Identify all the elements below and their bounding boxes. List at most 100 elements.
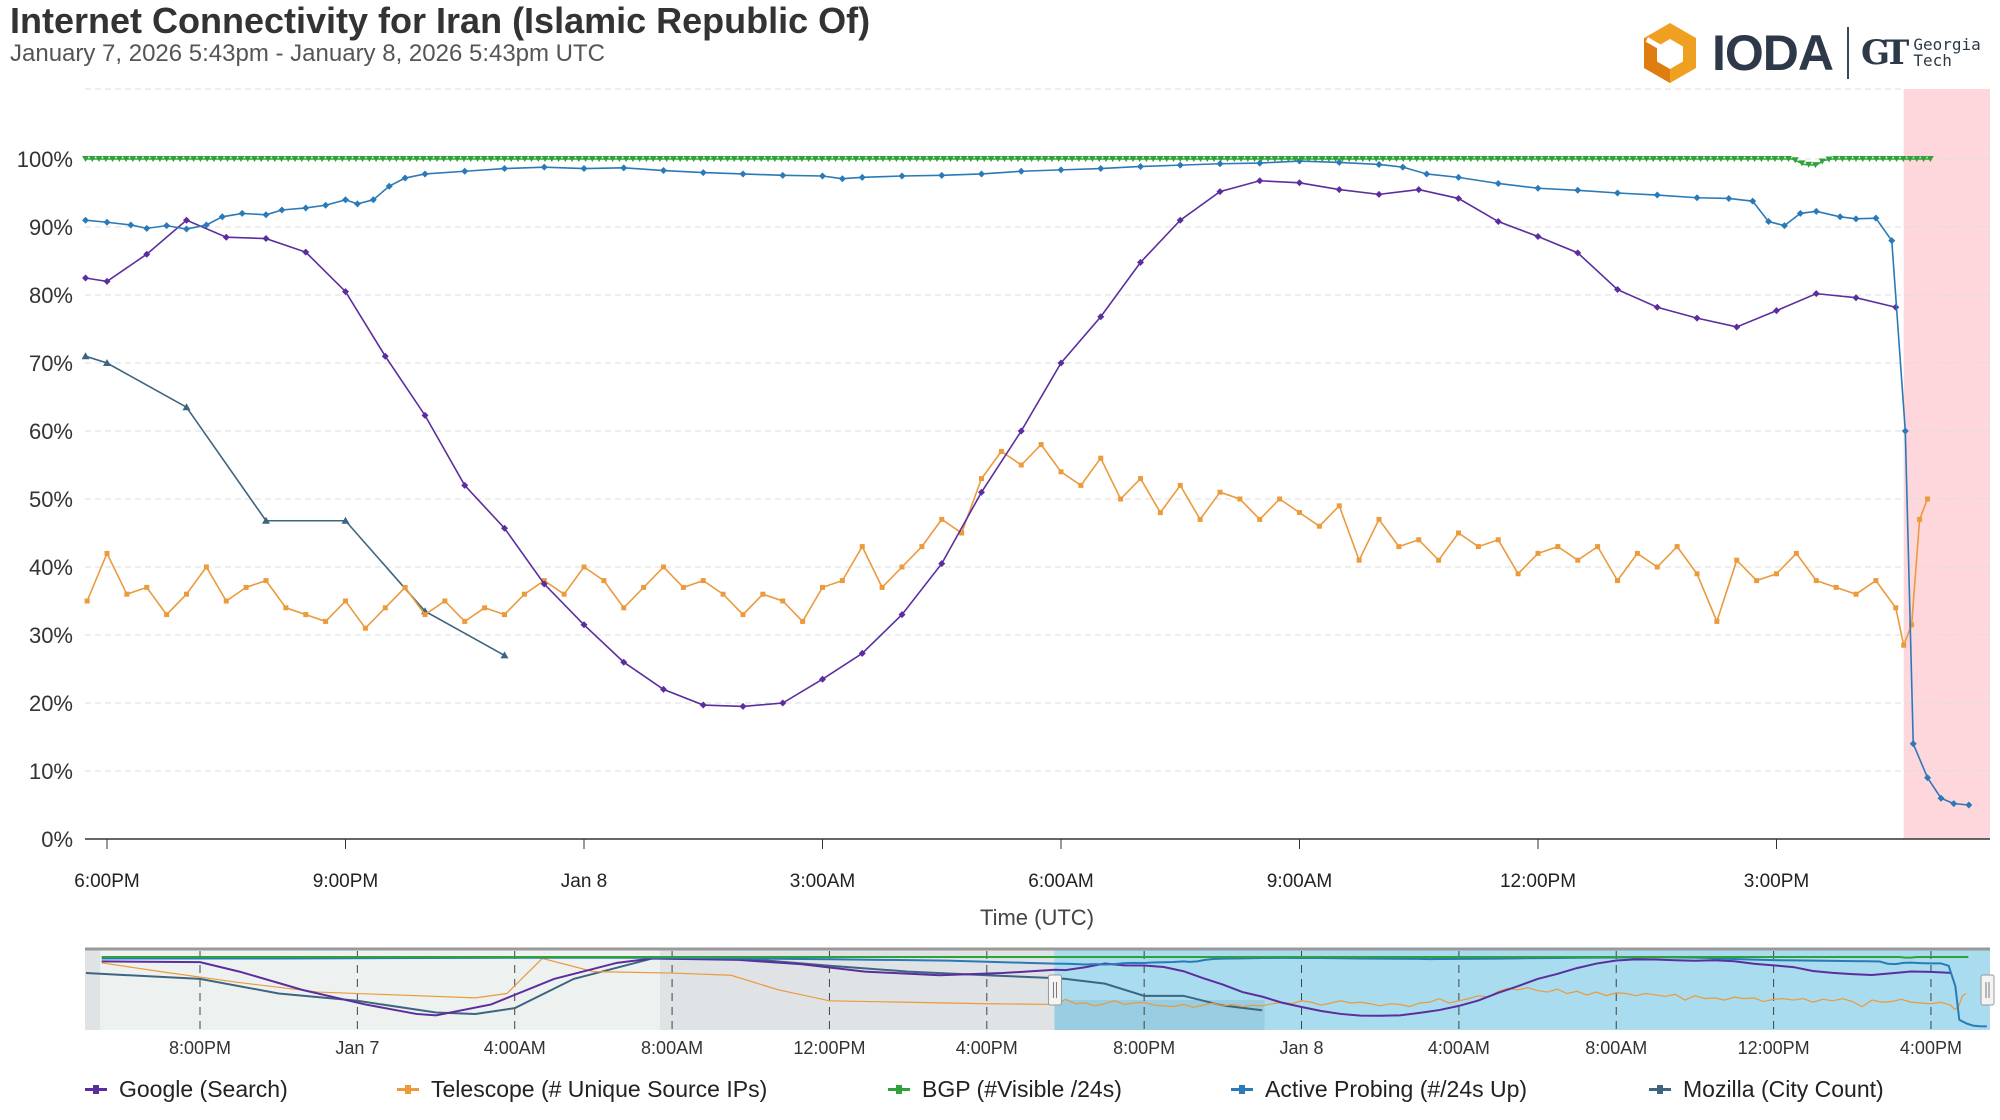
bgp-point: [271, 156, 279, 162]
navigator[interactable]: 8:00PM Jan 7 4:00AM 8:00AM 12:00PM 4:00PM 8:00…: [85, 947, 1995, 1058]
legend-item[interactable]: Active Probing (#/24s Up): [1231, 1076, 1527, 1103]
time-range-subtitle: January 7, 2026 5:43pm - January 8, 2026…: [10, 40, 606, 67]
active-point: [1836, 213, 1844, 221]
navigator-tick-label: Jan 7: [335, 1038, 379, 1058]
navigator-right-handle[interactable]: [1980, 974, 1995, 1006]
telescope-point: [1316, 523, 1322, 529]
bgp-point: [548, 156, 556, 162]
bgp-point: [1082, 156, 1090, 162]
bgp-point: [1724, 156, 1732, 162]
telescope-point: [1833, 584, 1839, 590]
bgp-point: [636, 156, 644, 162]
bgp-point: [156, 156, 164, 162]
bgp-point: [825, 156, 833, 162]
bgp-point: [521, 156, 529, 162]
legend-item[interactable]: Mozilla (City Count): [1649, 1076, 1884, 1103]
bgp-point: [528, 156, 536, 162]
bgp-point: [622, 156, 630, 162]
bgp-point: [764, 156, 772, 162]
google-point: [381, 352, 389, 360]
bgp-point: [832, 156, 840, 162]
active-point: [322, 201, 330, 209]
series-bgp: [82, 156, 1934, 169]
telescope-point: [1714, 618, 1720, 624]
bgp-point: [906, 156, 914, 162]
drag-handle-icon[interactable]: [1980, 974, 1995, 1006]
bgp-point: [609, 156, 617, 162]
active-point: [1399, 163, 1407, 171]
google-point: [898, 611, 906, 619]
bgp-point: [217, 156, 225, 162]
active-point: [302, 204, 310, 212]
telescope-point: [164, 612, 170, 618]
bgp-point: [1426, 156, 1434, 162]
ioda-logo-text: IODA: [1712, 25, 1834, 81]
telescope-point: [1813, 578, 1819, 584]
active-point: [1909, 740, 1917, 748]
telescope-point: [1917, 516, 1923, 522]
bgp-point: [149, 156, 157, 162]
legend-item[interactable]: Telescope (# Unique Source IPs): [397, 1076, 767, 1103]
active-point: [1574, 186, 1582, 194]
telescope-point: [184, 591, 189, 597]
active-point: [1872, 214, 1880, 222]
bgp-point: [433, 156, 441, 162]
active-point: [858, 173, 866, 181]
telescope-point: [283, 605, 289, 611]
georgia-tech-text: Georgia Tech: [1913, 37, 1980, 69]
google-point: [1693, 314, 1701, 322]
bgp-point: [122, 156, 130, 162]
active-point: [369, 196, 377, 204]
active-point: [82, 216, 90, 224]
google-point: [1017, 427, 1025, 435]
google-point: [1653, 303, 1661, 311]
bgp-point: [1048, 156, 1056, 162]
bgp-point: [379, 156, 387, 162]
bgp-point: [345, 156, 353, 162]
active-point: [978, 170, 985, 178]
bgp-point: [1609, 156, 1617, 162]
bgp-point: [1906, 156, 1914, 162]
active-point: [127, 221, 135, 229]
navigator-tick-label: 4:00AM: [1428, 1038, 1490, 1058]
ioda-hexagon-icon: [1644, 23, 1696, 83]
mozilla-point: [341, 516, 350, 524]
navigator-left-handle[interactable]: [1047, 974, 1062, 1006]
telescope-point: [1694, 571, 1700, 577]
active-point: [699, 169, 707, 177]
bgp-point: [419, 156, 427, 162]
bgp-point: [1697, 156, 1705, 162]
bgp-point: [757, 156, 765, 162]
active-point: [1796, 209, 1804, 217]
bgp-point: [1001, 156, 1009, 162]
google-point: [1812, 290, 1820, 298]
legend-item[interactable]: BGP (#Visible /24s): [888, 1076, 1122, 1103]
bgp-point: [1230, 156, 1238, 162]
active-point: [898, 172, 906, 180]
bgp-point: [203, 156, 211, 162]
bgp-point: [1784, 156, 1792, 162]
bgp-point: [595, 156, 603, 162]
active-point: [1888, 237, 1896, 245]
telescope-point: [1376, 516, 1382, 522]
y-tick-label: 0%: [41, 827, 73, 852]
active-point: [461, 167, 469, 175]
x-tick-label: Jan 8: [561, 871, 607, 892]
active-point: [238, 209, 246, 217]
google-point: [1137, 258, 1144, 266]
series-google: [82, 177, 1900, 710]
bgp-point: [1278, 156, 1286, 162]
drag-handle-icon[interactable]: [1047, 974, 1062, 1006]
legend-swatch-icon: [85, 1085, 107, 1094]
google-point: [819, 675, 826, 683]
georgia-tech-line2: Tech: [1913, 51, 1952, 70]
bgp-point: [602, 156, 610, 162]
telescope-point: [1754, 578, 1760, 584]
google-point: [1296, 179, 1303, 187]
google-point: [461, 481, 469, 489]
bgp-point: [1791, 157, 1799, 164]
google-point: [1534, 233, 1542, 241]
legend-item[interactable]: Google (Search): [85, 1076, 288, 1103]
bgp-point: [1913, 156, 1921, 162]
